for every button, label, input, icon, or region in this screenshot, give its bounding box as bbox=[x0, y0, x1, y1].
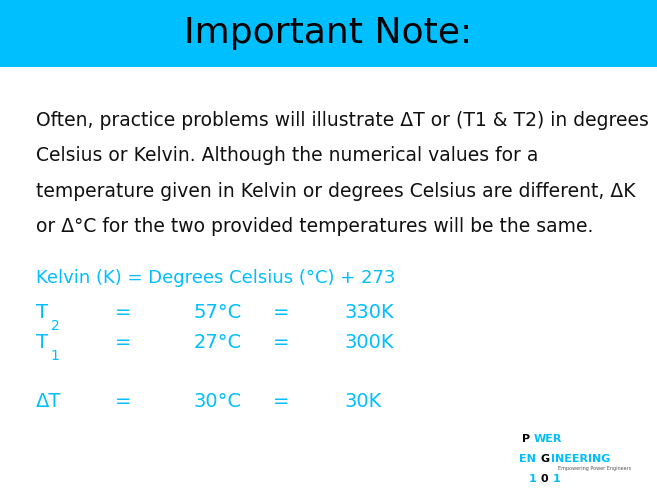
Text: 330K: 330K bbox=[345, 303, 395, 322]
Text: 30K: 30K bbox=[345, 392, 382, 411]
Text: =: = bbox=[273, 303, 289, 322]
Text: Often, practice problems will illustrate ΔT or (T1 & T2) in degrees: Often, practice problems will illustrate… bbox=[36, 111, 649, 130]
Text: 0: 0 bbox=[541, 474, 549, 484]
Text: 27°C: 27°C bbox=[194, 333, 242, 352]
Bar bbox=[0, 0, 657, 67]
Text: EN: EN bbox=[519, 455, 536, 464]
Text: 300K: 300K bbox=[345, 333, 394, 352]
Text: =: = bbox=[273, 333, 289, 352]
Text: 2: 2 bbox=[51, 319, 59, 333]
Text: WER: WER bbox=[534, 434, 562, 444]
Text: =: = bbox=[115, 392, 131, 411]
Text: P: P bbox=[522, 434, 530, 444]
Text: temperature given in Kelvin or degrees Celsius are different, ΔK: temperature given in Kelvin or degrees C… bbox=[36, 182, 635, 201]
Text: =: = bbox=[115, 333, 131, 352]
Text: or Δ°C for the two provided temperatures will be the same.: or Δ°C for the two provided temperatures… bbox=[36, 217, 593, 237]
Text: 1: 1 bbox=[51, 349, 60, 363]
Text: Celsius or Kelvin. Although the numerical values for a: Celsius or Kelvin. Although the numerica… bbox=[36, 146, 539, 166]
Text: Empowering Power Engineers: Empowering Power Engineers bbox=[558, 466, 631, 471]
Text: ΔT: ΔT bbox=[36, 392, 62, 411]
Text: Important Note:: Important Note: bbox=[185, 16, 472, 50]
Text: G: G bbox=[541, 455, 550, 464]
Text: =: = bbox=[273, 392, 289, 411]
Text: 57°C: 57°C bbox=[194, 303, 242, 322]
Text: T: T bbox=[36, 303, 48, 322]
Text: INEERING: INEERING bbox=[551, 455, 610, 464]
Text: =: = bbox=[115, 303, 131, 322]
Text: 1: 1 bbox=[529, 474, 537, 484]
Text: 30°C: 30°C bbox=[194, 392, 242, 411]
Text: T: T bbox=[36, 333, 48, 352]
Text: Kelvin (K) = Degrees Celsius (°C) + 273: Kelvin (K) = Degrees Celsius (°C) + 273 bbox=[36, 269, 396, 287]
Text: 1: 1 bbox=[553, 474, 560, 484]
